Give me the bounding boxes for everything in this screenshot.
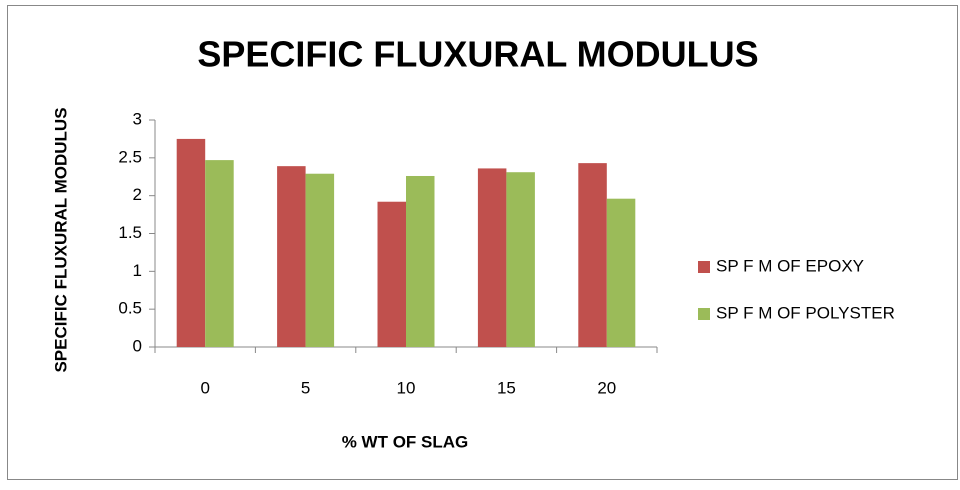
y-tick-label: 1: [133, 261, 142, 280]
bar: [205, 160, 234, 347]
bar: [176, 138, 206, 347]
legend-label: SP F M OF POLYSTER: [716, 303, 895, 322]
y-tick-label: 0: [133, 336, 142, 355]
y-tick-label: 3: [133, 109, 142, 128]
x-tick-label: 5: [301, 378, 310, 397]
y-tick-label: 2: [133, 185, 142, 204]
x-axis-title: % WT OF SLAG: [342, 432, 469, 451]
x-tick-label: 10: [397, 378, 416, 397]
bar: [506, 172, 535, 347]
bar: [578, 163, 607, 347]
bar: [477, 168, 507, 347]
x-tick-label: 20: [597, 378, 616, 397]
y-tick-label: 0.5: [118, 299, 142, 318]
bar: [377, 201, 406, 347]
bar: [606, 198, 636, 347]
y-axis-title: SPECIFIC FLUXURAL MODULUS: [51, 107, 70, 372]
y-tick-label: 2.5: [118, 147, 142, 166]
bar: [277, 166, 306, 347]
x-tick-label: 15: [497, 378, 516, 397]
bar: [406, 175, 435, 347]
x-tick-label: 0: [200, 378, 209, 397]
legend-label: SP F M OF EPOXY: [716, 256, 864, 275]
legend-swatch: [698, 261, 710, 273]
chart-title: SPECIFIC FLUXURAL MODULUS: [197, 34, 758, 75]
y-tick-label: 1.5: [118, 223, 142, 242]
bar: [305, 173, 335, 347]
legend-swatch: [698, 308, 710, 320]
